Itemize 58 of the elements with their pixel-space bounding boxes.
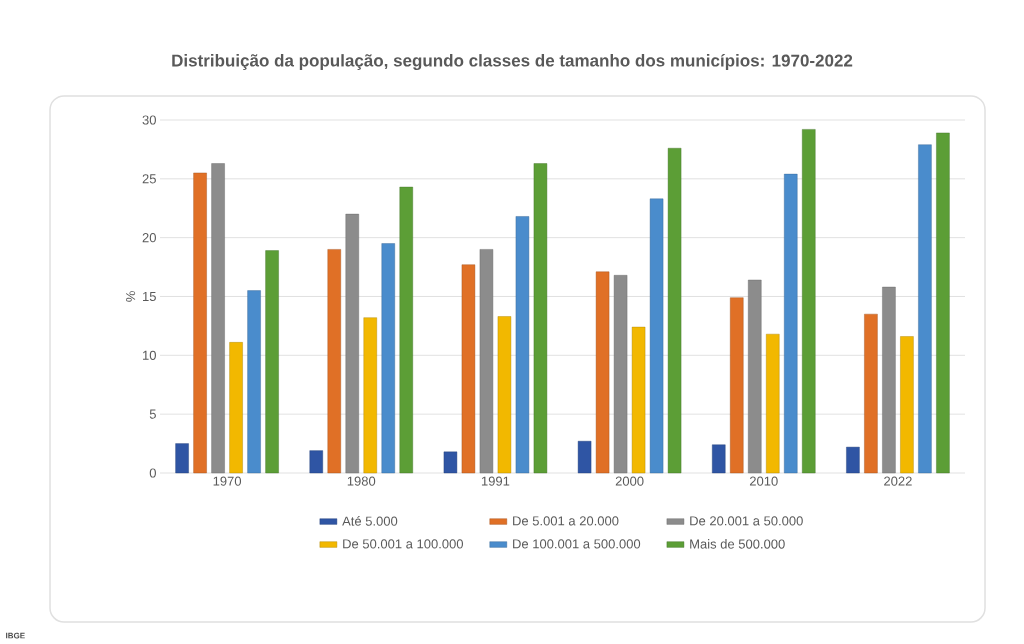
bar — [175, 443, 189, 474]
bar — [846, 446, 860, 474]
bar — [247, 290, 261, 474]
bar — [461, 264, 476, 474]
bar — [363, 317, 377, 474]
legend-label: Até 5.000 — [342, 516, 398, 526]
bar — [667, 148, 682, 474]
x-tick-label: 1991 — [481, 476, 510, 486]
y-tick-label: 20 — [142, 233, 156, 243]
bar — [712, 444, 726, 474]
text: IBGE — [6, 632, 25, 639]
bar — [265, 250, 279, 474]
legend-label: Mais de 500.000 — [690, 539, 785, 549]
legend-label: De 50.001 a 100.000 — [343, 539, 464, 549]
bar — [649, 198, 664, 474]
bar — [595, 271, 610, 474]
y-tick-label: 10 — [143, 350, 156, 360]
x-tick-label: 2000 — [615, 476, 644, 486]
bar — [443, 451, 458, 474]
bar — [631, 326, 646, 474]
bar — [399, 186, 413, 474]
y-tick-label: 25 — [142, 174, 156, 184]
bar — [381, 243, 395, 474]
bar — [936, 132, 950, 474]
bar — [193, 172, 207, 474]
bar — [309, 450, 323, 474]
y-tick-label: 15 — [143, 291, 156, 302]
bar — [748, 279, 762, 474]
x-tick-label: 1980 — [347, 476, 376, 486]
bar — [515, 216, 530, 474]
bar — [802, 129, 816, 474]
legend-label: De 5.001 a 20.000 — [513, 516, 619, 526]
chart-title: Distribuição da população, segundo classes de tamanho dos municípios: 1970-2022 — [172, 53, 853, 71]
bar — [918, 144, 932, 474]
y-axis-title: % — [126, 291, 136, 302]
bar — [613, 275, 628, 474]
legend-label: De 20.001 a 50.000 — [690, 516, 803, 526]
bar — [229, 342, 243, 474]
bar — [211, 163, 225, 474]
x-tick-label: 1970 — [213, 476, 242, 486]
x-tick-label: 2010 — [749, 476, 778, 486]
bar — [766, 333, 780, 474]
bar — [577, 441, 592, 474]
bar — [864, 313, 878, 474]
x-tick-label: 2022 — [884, 476, 912, 486]
y-tick-label: 5 — [149, 409, 156, 419]
bar — [730, 297, 744, 474]
bar — [784, 173, 798, 474]
bar — [497, 316, 512, 474]
y-tick-label: 30 — [142, 115, 156, 125]
legend-label: De 100.001 a 500.000 — [513, 539, 641, 549]
y-tick-label: 0 — [149, 468, 156, 478]
bar — [479, 249, 494, 474]
bar — [345, 213, 359, 474]
bar — [900, 336, 914, 474]
bar — [533, 163, 548, 474]
bar — [327, 249, 341, 474]
bar — [882, 286, 896, 474]
